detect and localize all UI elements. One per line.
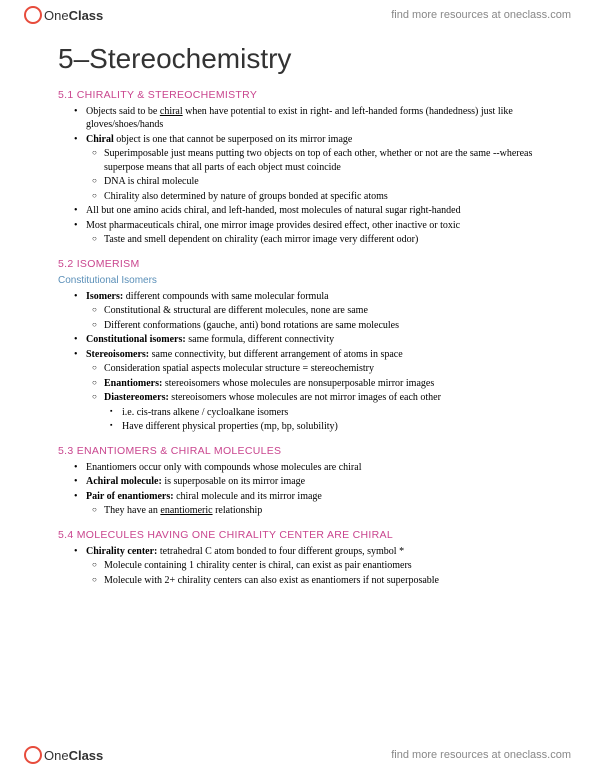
list-item: Constitutional isomers: same formula, di…: [74, 333, 557, 347]
page-title: 5–Stereochemistry: [58, 40, 557, 78]
text: They have an: [104, 505, 160, 516]
section-heading-5-1: 5.1 CHIRALITY & STEREOCHEMISTRY: [58, 88, 557, 102]
underlined-term: enantiomeric: [160, 505, 212, 516]
list-item: All but one amino acids chiral, and left…: [74, 204, 557, 218]
bold-term: Pair of enantiomers:: [86, 491, 174, 502]
bold-term: Chiral: [86, 134, 114, 145]
bold-term: Diastereomers:: [104, 392, 169, 403]
text: stereoisomers whose molecules are not mi…: [169, 392, 441, 403]
brand-part2: Class: [69, 8, 104, 23]
list-item: Enantiomers occur only with compounds wh…: [74, 461, 557, 475]
list-item: Chirality center: tetrahedral C atom bon…: [74, 545, 557, 559]
list-item: Molecule containing 1 chirality center i…: [92, 559, 557, 573]
section-heading-5-3: 5.3 ENANTIOMERS & CHIRAL MOLECULES: [58, 444, 557, 458]
section-heading-5-2: 5.2 ISOMERISM: [58, 257, 557, 271]
sublist: Molecule containing 1 chirality center i…: [58, 559, 557, 587]
subsection-heading: Constitutional Isomers: [58, 274, 557, 288]
text: different compounds with same molecular …: [123, 291, 328, 302]
brand-text: OneClass: [44, 748, 103, 763]
list-item: Most pharmaceuticals chiral, one mirror …: [74, 219, 557, 233]
sublist: Consideration spatial aspects molecular …: [58, 362, 557, 405]
footer-resources-link[interactable]: find more resources at oneclass.com: [391, 749, 571, 761]
list-item: Isomers: different compounds with same m…: [74, 290, 557, 304]
page-footer: OneClass find more resources at oneclass…: [0, 740, 595, 770]
list-item: They have an enantiomeric relationship: [92, 504, 557, 518]
logo-ring-icon: [24, 746, 42, 764]
brand-part1: One: [44, 8, 69, 23]
list-5-4: Chirality center: tetrahedral C atom bon…: [58, 545, 557, 559]
bold-term: Achiral molecule:: [86, 476, 162, 487]
bold-term: Isomers:: [86, 291, 123, 302]
brand-part2: Class: [69, 748, 104, 763]
brand-logo-footer: OneClass: [24, 746, 103, 764]
sublist: Taste and smell dependent on chirality (…: [58, 233, 557, 247]
list-item: Superimposable just means putting two ob…: [92, 147, 557, 174]
text: relationship: [213, 505, 263, 516]
list-item: DNA is chiral molecule: [92, 175, 557, 189]
sublist: Constitutional & structural are differen…: [58, 304, 557, 332]
sub-sublist: i.e. cis-trans alkene / cycloalkane isom…: [58, 406, 557, 434]
list-item: Taste and smell dependent on chirality (…: [92, 233, 557, 247]
list-item: Enantiomers: stereoisomers whose molecul…: [92, 377, 557, 391]
text: object is one that cannot be superposed …: [114, 134, 353, 145]
text: same connectivity, but different arrange…: [149, 349, 403, 360]
text: stereoisomers whose molecules are nonsup…: [162, 378, 434, 389]
bold-term: Constitutional isomers:: [86, 334, 186, 345]
text: chiral molecule and its mirror image: [174, 491, 322, 502]
page-header: OneClass find more resources at oneclass…: [0, 0, 595, 30]
text: tetrahedral C atom bonded to four differ…: [157, 546, 404, 557]
list-5-3: Enantiomers occur only with compounds wh…: [58, 461, 557, 504]
list-item: Different conformations (gauche, anti) b…: [92, 319, 557, 333]
list-item: Pair of enantiomers: chiral molecule and…: [74, 490, 557, 504]
bold-term: Chirality center:: [86, 546, 157, 557]
document-body: 5–Stereochemistry 5.1 CHIRALITY & STEREO…: [58, 40, 557, 730]
list-item: Molecule with 2+ chirality centers can a…: [92, 574, 557, 588]
list: Constitutional isomers: same formula, di…: [58, 333, 557, 361]
list-item: Have different physical properties (mp, …: [110, 420, 557, 434]
list-item: Diastereomers: stereoisomers whose molec…: [92, 391, 557, 405]
list-5-1: Objects said to be chiral when have pote…: [58, 105, 557, 147]
underlined-term: chiral: [160, 106, 183, 117]
list: All but one amino acids chiral, and left…: [58, 204, 557, 232]
list-item: Chiral object is one that cannot be supe…: [74, 133, 557, 147]
text: same formula, different connectivity: [186, 334, 334, 345]
brand-text: OneClass: [44, 8, 103, 23]
sublist: Superimposable just means putting two ob…: [58, 147, 557, 203]
text: Objects said to be: [86, 106, 160, 117]
logo-ring-icon: [24, 6, 42, 24]
header-resources-link[interactable]: find more resources at oneclass.com: [391, 9, 571, 21]
list-item: Chirality also determined by nature of g…: [92, 190, 557, 204]
section-heading-5-4: 5.4 MOLECULES HAVING ONE CHIRALITY CENTE…: [58, 528, 557, 542]
list-item: Constitutional & structural are differen…: [92, 304, 557, 318]
list-item: Objects said to be chiral when have pote…: [74, 105, 557, 132]
list-item: Achiral molecule: is superposable on its…: [74, 475, 557, 489]
list-item: Stereoisomers: same connectivity, but di…: [74, 348, 557, 362]
list-item: i.e. cis-trans alkene / cycloalkane isom…: [110, 406, 557, 420]
text: is superposable on its mirror image: [162, 476, 305, 487]
bold-term: Enantiomers:: [104, 378, 162, 389]
brand-part1: One: [44, 748, 69, 763]
brand-logo: OneClass: [24, 6, 103, 24]
sublist: They have an enantiomeric relationship: [58, 504, 557, 518]
list-5-2: Isomers: different compounds with same m…: [58, 290, 557, 304]
bold-term: Stereoisomers:: [86, 349, 149, 360]
list-item: Consideration spatial aspects molecular …: [92, 362, 557, 376]
